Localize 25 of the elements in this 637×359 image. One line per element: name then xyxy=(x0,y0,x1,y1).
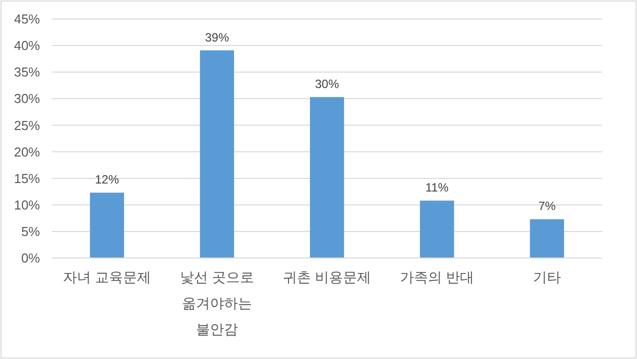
x-tick-label: 가족의 반대 xyxy=(400,269,474,285)
y-tick-label: 25% xyxy=(14,118,40,133)
data-label: 7% xyxy=(538,199,556,214)
y-tick-label: 30% xyxy=(14,91,40,106)
data-label: 39% xyxy=(204,30,230,44)
y-tick-label: 45% xyxy=(14,12,40,27)
y-tick-label: 35% xyxy=(14,64,40,80)
bar xyxy=(90,192,124,258)
y-tick-label: 0% xyxy=(21,250,40,266)
x-tick-label: 기타 xyxy=(533,269,561,285)
y-tick-label: 15% xyxy=(14,170,40,186)
bar xyxy=(200,50,234,258)
x-tick-label: 자녀 교육문제 xyxy=(63,269,151,285)
y-tick-label: 20% xyxy=(14,144,40,160)
x-tick-label: 낯선 곳으로 옮겨야하는 불안감 xyxy=(180,269,254,337)
y-tick-label: 40% xyxy=(14,38,40,54)
bar xyxy=(530,219,564,258)
x-tick-label: 귀촌 비용문제 xyxy=(283,269,371,285)
bar xyxy=(310,97,344,258)
bar xyxy=(420,200,454,258)
data-label: 12% xyxy=(94,172,120,187)
data-label: 11% xyxy=(425,180,449,195)
y-tick-label: 10% xyxy=(14,197,40,212)
data-label: 30% xyxy=(314,77,340,92)
y-tick-label: 5% xyxy=(21,224,40,239)
